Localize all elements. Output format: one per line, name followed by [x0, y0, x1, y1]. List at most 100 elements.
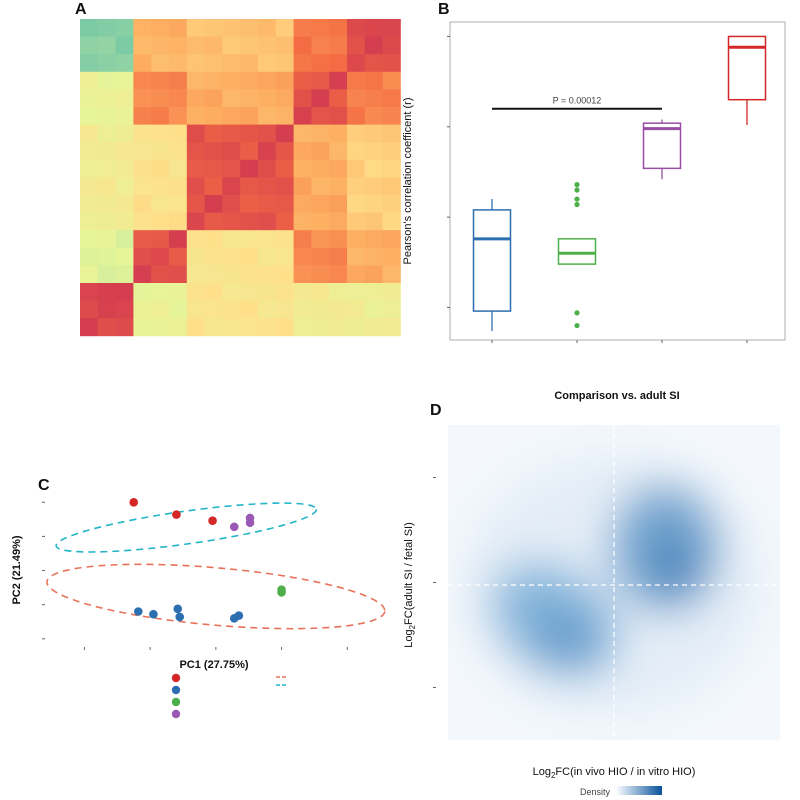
heatmap-cell [169, 107, 188, 125]
heatmap-cell [97, 54, 116, 73]
heatmap-cell [115, 247, 134, 266]
heatmap-cell [329, 318, 348, 337]
heatmap-cell [169, 142, 188, 161]
heatmap-cell [258, 318, 277, 337]
heatmap-cell [204, 89, 223, 108]
heatmap-cell [115, 54, 134, 73]
heatmap-cell [258, 107, 277, 125]
heatmap-cell [80, 19, 99, 37]
heatmap-cell [240, 159, 259, 178]
heatmap-cell [258, 212, 277, 231]
heatmap-cell [311, 195, 330, 213]
point-tx-hio [245, 513, 255, 523]
heatmap-cell [347, 19, 366, 37]
heatmap-cell [364, 318, 383, 337]
heatmap-cell [364, 195, 383, 213]
heatmap-cell [382, 247, 401, 266]
heatmap-cell [311, 230, 330, 249]
heatmap-cell [151, 195, 170, 213]
point-tx-hio [229, 522, 239, 532]
heatmap-cell [169, 19, 188, 37]
outlier-point [574, 187, 580, 193]
heatmap-cell [169, 36, 188, 55]
heatmap-cell [240, 124, 259, 143]
heatmap-cell [275, 195, 294, 213]
heatmap-cell [222, 283, 241, 301]
heatmap-cell [364, 19, 383, 37]
heatmap-cell [364, 230, 383, 249]
heatmap-cell [204, 283, 223, 301]
outlier-point [574, 196, 580, 202]
heatmap-cell [204, 300, 223, 319]
heatmap-cell [275, 142, 294, 161]
heatmap-cell [186, 212, 205, 231]
x-axis-title: PC1 (27.75%) [179, 659, 248, 671]
heatmap-cell [258, 230, 277, 249]
heatmap-cell [97, 318, 116, 337]
heatmap-cell [151, 71, 170, 90]
point-adult-si [172, 510, 181, 519]
heatmap-cell [151, 283, 170, 301]
heatmap-cell [293, 71, 312, 90]
heatmap-cell [258, 159, 277, 178]
heatmap-cell [293, 36, 312, 55]
heatmap-cell [222, 124, 241, 143]
legend-swatch [171, 697, 181, 707]
heatmap-cell [311, 19, 330, 37]
heatmap-cell [240, 54, 259, 73]
x-axis-title: Comparison vs. adult SI [554, 390, 679, 402]
heatmap-cell [364, 124, 383, 143]
panel-d-density-map: Log2FC(in vivo HIO / in vitro HIO) Log2F… [403, 425, 780, 797]
heatmap-cell [258, 142, 277, 161]
heatmap-cell [311, 247, 330, 266]
heatmap-cell [204, 159, 223, 178]
heatmap-cell [151, 230, 170, 249]
axis-ticks [42, 501, 348, 650]
heatmap-cell [115, 318, 134, 337]
heatmap-cell [364, 283, 383, 301]
density-legend-bar [617, 786, 662, 795]
heatmap-cell [222, 107, 241, 125]
heatmap-cell [222, 230, 241, 249]
heatmap-cell [364, 247, 383, 266]
y-axis-title: Log2FC(adult SI / fetal SI) [403, 522, 417, 648]
heatmap-cell [382, 19, 401, 37]
heatmap-cell [133, 247, 152, 266]
heatmap-cell [151, 177, 170, 196]
heatmap-cell [115, 36, 134, 55]
panel-b-boxplot: P = 0.00012 Comparison vs. adult SI Pear… [402, 21, 786, 402]
heatmap-cell [115, 142, 134, 161]
heatmap-cell [240, 177, 259, 196]
heatmap-cell [275, 247, 294, 266]
heatmap-cell [204, 247, 223, 266]
x-axis-ticks [491, 340, 748, 343]
heatmap-cell [258, 124, 277, 143]
heatmap-cell [293, 230, 312, 249]
ellipse-immature [46, 563, 386, 630]
heatmap-cell [80, 230, 99, 249]
point-fetal-si [134, 607, 143, 616]
heatmap-cell [311, 107, 330, 125]
heatmap-cell [97, 212, 116, 231]
heatmap-cell [311, 177, 330, 196]
heatmap-cell [204, 124, 223, 143]
heatmap-cell [311, 142, 330, 161]
heatmap-cell [329, 36, 348, 55]
heatmap-cell [293, 107, 312, 125]
heatmap-cell [80, 195, 99, 213]
heatmap-cell [329, 212, 348, 231]
heatmap-cell [169, 230, 188, 249]
heatmap-cell [222, 177, 241, 196]
heatmap-cell [347, 177, 366, 196]
heatmap-cell [80, 300, 99, 319]
heatmap-cell [347, 124, 366, 143]
heatmap-cell [115, 230, 134, 249]
heatmap-cell [258, 283, 277, 301]
heatmap-cell [311, 54, 330, 73]
heatmap-cell [329, 247, 348, 266]
heatmap-cell [311, 71, 330, 90]
legend [171, 673, 286, 719]
scatter-points [129, 497, 286, 623]
heatmap-cell [151, 212, 170, 231]
heatmap-cell [347, 265, 366, 284]
